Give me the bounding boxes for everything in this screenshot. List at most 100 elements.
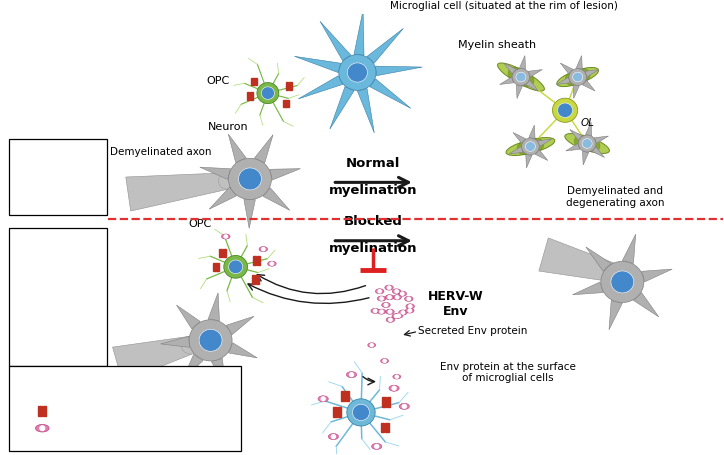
Ellipse shape [508, 67, 523, 81]
Polygon shape [556, 77, 571, 85]
Bar [250, 92, 253, 100]
Text: OL: OL [581, 118, 594, 127]
Circle shape [189, 320, 232, 361]
Text: Demyelinated and
degenerating axon: Demyelinated and degenerating axon [566, 186, 665, 208]
Circle shape [395, 314, 398, 318]
Polygon shape [535, 150, 548, 161]
Ellipse shape [575, 69, 590, 82]
Circle shape [374, 309, 377, 313]
Ellipse shape [565, 72, 580, 86]
Polygon shape [376, 66, 422, 76]
Polygon shape [370, 79, 411, 108]
Circle shape [573, 72, 583, 82]
Polygon shape [560, 63, 573, 74]
Polygon shape [526, 80, 539, 91]
Circle shape [181, 336, 200, 354]
Ellipse shape [393, 374, 400, 379]
Bar [289, 82, 292, 90]
Bar [43, 406, 46, 416]
Ellipse shape [377, 309, 386, 314]
Ellipse shape [222, 234, 230, 239]
Ellipse shape [382, 303, 390, 308]
Bar [381, 423, 384, 432]
Circle shape [401, 311, 405, 314]
Text: Production
and secretion
of HERV-W
Env protein by
microglia: Production and secretion of HERV-W Env p… [12, 269, 104, 325]
Polygon shape [509, 147, 523, 154]
Ellipse shape [386, 309, 395, 314]
Ellipse shape [384, 285, 393, 290]
Ellipse shape [377, 296, 386, 301]
Ellipse shape [392, 313, 400, 318]
Ellipse shape [368, 343, 376, 348]
Polygon shape [634, 293, 659, 317]
Circle shape [512, 69, 530, 86]
Ellipse shape [385, 295, 394, 300]
Polygon shape [526, 154, 532, 168]
Circle shape [229, 158, 272, 200]
Bar [219, 249, 222, 257]
Polygon shape [182, 354, 203, 380]
Circle shape [353, 404, 369, 420]
Bar [385, 423, 389, 432]
Text: HERV-W
Env: HERV-W Env [428, 290, 483, 318]
Bar [387, 397, 390, 407]
Circle shape [388, 296, 391, 299]
Text: Secreted Env protein: Secreted Env protein [418, 326, 528, 336]
Ellipse shape [405, 296, 413, 301]
Polygon shape [254, 135, 273, 163]
Polygon shape [519, 56, 526, 69]
Circle shape [526, 142, 536, 152]
Text: Microglial cell (situated at the rim of lesion): Microglial cell (situated at the rim of … [390, 1, 618, 11]
Bar [257, 257, 260, 265]
Circle shape [578, 135, 596, 152]
Ellipse shape [392, 289, 401, 294]
Bar [341, 391, 345, 401]
Bar [38, 406, 41, 416]
Text: myelination: myelination [329, 184, 418, 197]
Text: OL: OL [22, 389, 38, 399]
Ellipse shape [259, 247, 268, 252]
Ellipse shape [371, 308, 379, 313]
Circle shape [395, 290, 398, 293]
Circle shape [614, 267, 631, 283]
Ellipse shape [268, 261, 276, 266]
Bar [287, 100, 289, 107]
Text: Env protein at the surface
of microglial cells: Env protein at the surface of microglial… [439, 362, 576, 384]
Polygon shape [641, 269, 672, 282]
Polygon shape [583, 152, 589, 165]
Polygon shape [573, 85, 579, 98]
Polygon shape [177, 305, 200, 329]
Polygon shape [263, 188, 290, 210]
Ellipse shape [346, 372, 357, 378]
FancyBboxPatch shape [9, 366, 240, 451]
Bar [382, 397, 386, 407]
Polygon shape [161, 336, 190, 347]
Circle shape [389, 318, 392, 321]
Ellipse shape [371, 443, 382, 450]
Circle shape [601, 261, 644, 303]
Circle shape [224, 255, 248, 278]
Polygon shape [244, 199, 256, 228]
Polygon shape [539, 238, 625, 283]
Text: Blocked: Blocked [344, 215, 403, 228]
Circle shape [270, 262, 274, 265]
Text: Myelin sheath: Myelin sheath [458, 40, 536, 50]
Text: OPC: OPC [188, 219, 211, 229]
Bar [251, 78, 253, 85]
Text: Oligodendrocyte: Oligodendrocyte [56, 389, 149, 399]
Polygon shape [585, 70, 599, 77]
Polygon shape [586, 122, 592, 136]
Bar [337, 408, 341, 417]
Ellipse shape [35, 425, 49, 432]
Polygon shape [208, 293, 219, 321]
Polygon shape [538, 139, 552, 147]
Polygon shape [298, 76, 342, 99]
Circle shape [321, 397, 325, 401]
Polygon shape [354, 10, 364, 55]
Ellipse shape [519, 73, 534, 87]
Circle shape [387, 286, 391, 289]
Bar [213, 263, 216, 271]
Circle shape [403, 404, 406, 408]
Circle shape [238, 168, 261, 190]
Polygon shape [513, 132, 526, 143]
